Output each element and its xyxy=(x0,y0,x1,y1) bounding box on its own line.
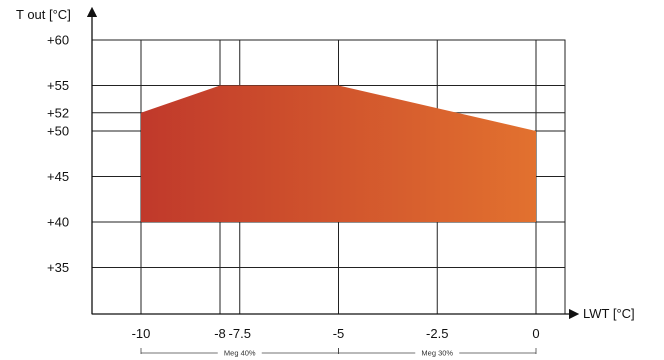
y-tick-label-1: +55 xyxy=(47,78,69,93)
y-tick-label-6: +35 xyxy=(47,260,69,275)
tick-labels: +60 +55 +52 +50 +45 +40 +35 -10 -8 -7.5 -5 -2.5 0 xyxy=(47,33,540,342)
y-tick-label-5: +40 xyxy=(47,215,69,230)
y-axis-title: T out [°C] xyxy=(16,7,71,22)
x-tick-label-5: 0 xyxy=(532,326,539,341)
range-label-0: Meg 40% xyxy=(224,349,256,358)
range-label-1: Meg 30% xyxy=(421,349,453,358)
x-tick-label-3: -5 xyxy=(333,326,345,341)
y-tick-label-0: +60 xyxy=(47,33,69,48)
range-annotations: Meg 40% Meg 30% xyxy=(140,348,537,358)
operating-envelope-area xyxy=(141,85,536,222)
x-tick-label-1: -8 xyxy=(214,326,226,341)
y-tick-label-4: +45 xyxy=(47,169,69,184)
y-tick-label-2: +52 xyxy=(47,105,69,120)
x-tick-label-2: -7.5 xyxy=(229,326,251,341)
x-tick-label-0: -10 xyxy=(132,326,151,341)
axes: T out [°C] LWT [°C] xyxy=(16,6,635,321)
y-tick-label-3: +50 xyxy=(47,124,69,139)
range-label-bg-0 xyxy=(217,348,262,357)
envelope-area-layer xyxy=(141,85,536,222)
x-tick-label-4: -2.5 xyxy=(426,326,448,341)
range-label-bg-1 xyxy=(415,348,460,357)
x-axis-title: LWT [°C] xyxy=(583,306,635,321)
